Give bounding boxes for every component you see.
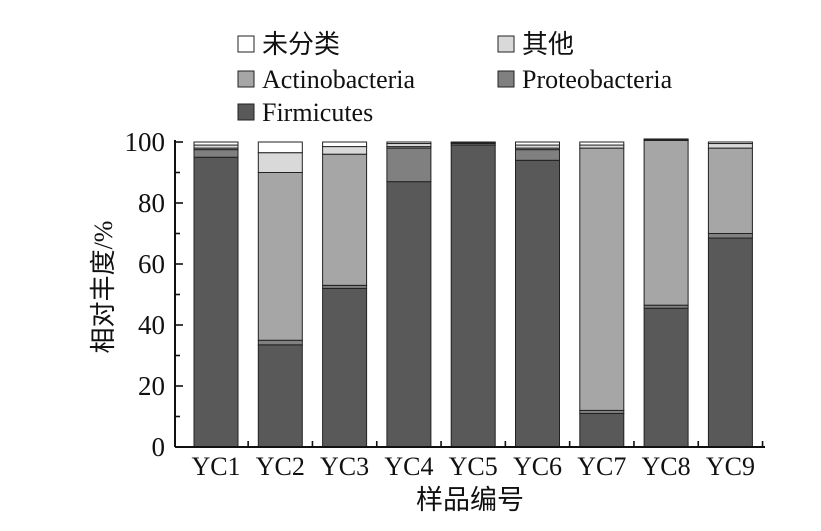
y-tick-label: 40 [138,310,165,340]
legend-item: Proteobacteria [497,65,673,94]
bar-segment-未分类 [193,141,239,146]
legend-item: 其他 [497,30,574,59]
legend-swatch [237,70,255,88]
bar-stack-yc4 [386,141,432,448]
bar-segment-proteobacteria [515,149,560,161]
bar-segment-未分类 [707,141,753,145]
bar-segment-firmicutes [322,287,368,448]
bar-stack-yc3 [322,141,368,448]
legend-label: 其他 [522,30,574,59]
bar-segment-actinobacteria [707,147,753,235]
bar-segment-未分类 [257,141,303,154]
bar-stack-yc2 [257,141,303,448]
bar-segment-actinobacteria [322,153,368,286]
legend-swatch [237,103,255,121]
axes: 0 20 40 60 80 100 YC1 YC2 YC3 YC4 YC5 YC6 YC7 YC8 YC9 [125,127,765,481]
bar-segment-未分类 [386,141,432,145]
x-tick-label: YC9 [706,452,755,481]
legend-item: Actinobacteria [237,65,415,94]
y-tick-label: 20 [138,371,165,401]
y-tick-label: 60 [138,249,165,279]
bar-stack-yc1 [193,141,239,448]
bar-segment-其他 [707,143,753,149]
bar-segment-proteobacteria [386,147,432,183]
bar-segment-未分类 [643,138,689,141]
legend-label: Firmicutes [262,98,373,127]
legend-swatch [237,35,255,53]
x-tick-label: YC3 [320,452,369,481]
bar-stack-yc9 [707,141,753,448]
bar-segment-firmicutes [515,159,560,448]
x-tick-label: YC6 [513,452,562,481]
legend-label: 未分类 [262,30,340,59]
y-tick-label: 100 [125,127,166,157]
y-tick-label: 0 [152,432,166,462]
legend-label: Proteobacteria [522,65,673,94]
bar-segment-其他 [257,152,303,174]
bar-stack-yc5 [450,141,496,448]
x-axis-label: 样品编号 [416,485,524,515]
bar-segment-actinobacteria [257,172,303,341]
bar-segment-firmicutes [707,237,753,448]
legend: 未分类 其他 Actinobacteria Proteobacteria Firmicu… [237,30,673,127]
bar-segment-proteobacteria [707,233,753,239]
bar-segment-未分类 [579,141,625,146]
legend-label: Actinobacteria [262,65,415,94]
bar-segment-未分类 [322,141,368,148]
bars [193,138,753,448]
x-tick-label: YC1 [191,452,240,481]
bar-segment-firmicutes [386,181,432,448]
bar-segment-firmicutes [643,307,689,448]
bar-segment-proteobacteria [257,339,303,346]
bar-segment-proteobacteria [193,149,239,158]
y-axis-label: 相对丰度/% [89,221,118,354]
bar-stack-yc7 [579,141,625,448]
bar-segment-firmicutes [193,156,239,448]
y-tick-label: 80 [138,188,165,218]
bar-segment-firmicutes [257,344,303,448]
bar-stack-yc6 [515,141,560,448]
bar-segment-其他 [322,146,368,155]
bar-segment-firmicutes [579,412,625,448]
x-tick-label: YC4 [384,452,433,481]
x-tick-label: YC2 [256,452,305,481]
bar-segment-actinobacteria [643,139,689,306]
bar-segment-未分类 [515,141,560,146]
bar-stack-yc8 [643,138,689,448]
legend-swatch [497,35,515,53]
bar-segment-actinobacteria [579,147,625,411]
x-tick-label: YC7 [577,452,626,481]
legend-swatch [497,70,515,88]
legend-item: 未分类 [237,30,340,59]
legend-item: Firmicutes [237,98,373,127]
bar-segment-未分类 [450,141,496,144]
x-tick-label: YC5 [449,452,498,481]
x-tick-label: YC8 [642,452,691,481]
bar-segment-firmicutes [450,144,496,448]
